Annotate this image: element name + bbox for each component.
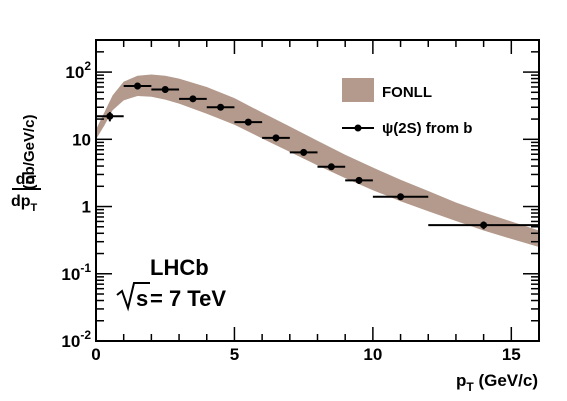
data-point: [151, 86, 180, 94]
data-point: [428, 221, 539, 230]
y-tick-label: 10-1: [61, 261, 91, 284]
data-point: [372, 193, 429, 201]
plot-content: [96, 74, 539, 248]
data-point: [96, 111, 124, 122]
y-axis-denominator-main: dp: [11, 193, 31, 210]
y-axis-unit: (nb/GeV/c): [21, 114, 38, 189]
point-marker: [480, 221, 488, 229]
data-point: [289, 148, 318, 156]
point-marker: [272, 134, 280, 142]
energy-value: = 7 TeV: [150, 286, 226, 311]
y-tick-label: 1: [82, 198, 91, 217]
y-axis-denominator: dpT: [11, 193, 38, 214]
y-tick-label: 102: [65, 59, 91, 82]
point-marker: [300, 148, 308, 156]
point-marker: [189, 95, 197, 103]
x-tick-label: 15: [502, 345, 521, 364]
legend: FONLL ψ(2S) from b: [342, 78, 472, 137]
x-axis-title-sub: T: [466, 380, 474, 394]
x-axis-title-main: p: [456, 371, 466, 390]
point-marker: [161, 86, 169, 94]
data-point: [317, 163, 346, 171]
experiment-label: LHCb: [150, 255, 209, 280]
data-point: [179, 95, 207, 103]
y-axis-denominator-sub: T: [31, 202, 38, 214]
legend-fonll-swatch: [342, 78, 374, 102]
point-marker: [397, 193, 405, 201]
x-tick-label: 10: [363, 345, 382, 364]
energy-sqrt-var: s: [136, 286, 148, 311]
x-ticks: 0 5 10 15: [91, 40, 540, 364]
legend-points-marker: [354, 124, 362, 132]
point-marker: [134, 82, 142, 90]
legend-fonll-label: FONLL: [382, 84, 432, 101]
x-axis-title-unit: (GeV/c): [474, 371, 538, 390]
fonll-band: [96, 74, 539, 248]
data-point: [262, 134, 290, 142]
point-marker: [106, 112, 114, 120]
x-tick-label: 5: [230, 345, 239, 364]
point-marker: [355, 176, 363, 184]
y-axis-numerator: dσ: [16, 171, 37, 188]
energy-label: s = 7 TeV: [116, 282, 226, 312]
data-point: [123, 82, 152, 90]
plot-area: [96, 74, 539, 248]
data-point: [206, 103, 235, 111]
point-marker: [244, 118, 252, 126]
y-ticks: 10-2 10-1 1 10 102: [61, 39, 539, 351]
legend-points-label: ψ(2S) from b: [382, 120, 472, 137]
y-tick-label: 10-2: [61, 328, 91, 351]
point-marker: [217, 103, 225, 111]
x-tick-label: 0: [91, 345, 100, 364]
y-axis-title: dσ dpT (nb/GeV/c): [11, 114, 41, 214]
point-marker: [327, 163, 335, 171]
sqrt-symbol: [116, 282, 150, 312]
data-point: [345, 176, 373, 184]
y-tick-label: 10: [72, 130, 91, 149]
x-axis-title: pT (GeV/c): [456, 371, 538, 394]
data-point: [234, 118, 263, 126]
